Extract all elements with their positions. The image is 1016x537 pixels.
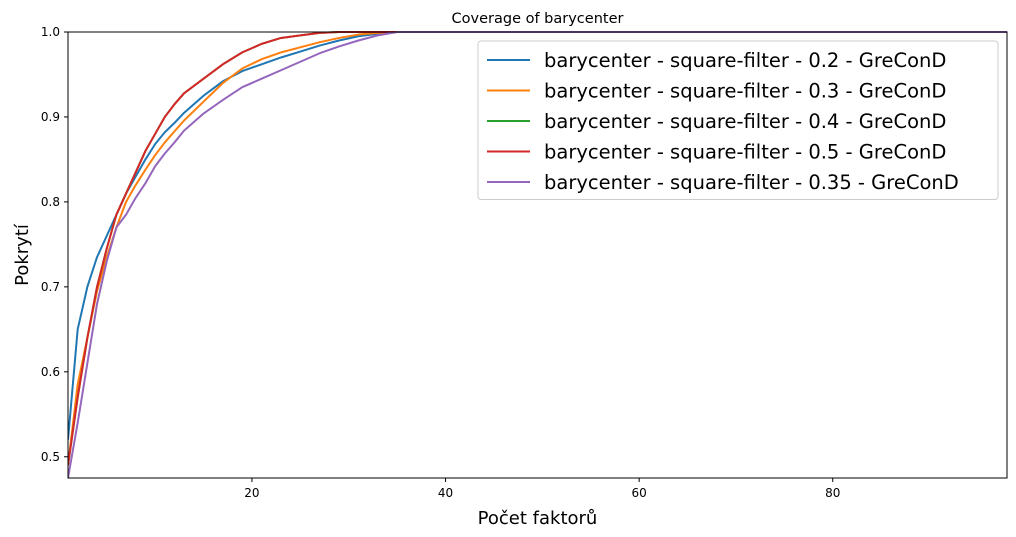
legend-label-1: barycenter - square-filter - 0.2 - GreCo… — [544, 49, 946, 72]
x-axis-ticks: 20 40 60 80 — [244, 478, 840, 500]
y-tick-label: 0.8 — [41, 195, 60, 209]
legend: barycenter - square-filter - 0.2 - GreCo… — [477, 40, 999, 200]
legend-label-4: barycenter - square-filter - 0.5 - GreCo… — [544, 141, 946, 164]
y-tick-label: 1.0 — [41, 25, 60, 39]
chart-title: Coverage of barycenter — [452, 11, 624, 27]
y-tick-label: 0.5 — [41, 450, 60, 464]
legend-label-5: barycenter - square-filter - 0.35 - GreC… — [544, 171, 959, 194]
x-tick-label: 60 — [632, 486, 647, 500]
x-tick-label: 20 — [244, 486, 259, 500]
y-axis-title: Pokrytí — [12, 223, 33, 286]
legend-box — [477, 40, 999, 200]
y-axis-ticks: 0.5 0.6 0.7 0.8 0.9 1.0 — [41, 25, 68, 464]
legend-label-3: barycenter - square-filter - 0.4 - GreCo… — [544, 110, 946, 133]
x-tick-label: 80 — [825, 486, 840, 500]
y-tick-label: 0.7 — [41, 280, 60, 294]
plot-frame — [67, 31, 1008, 479]
y-tick-label: 0.9 — [41, 110, 60, 124]
x-axis-title: Počet faktorů — [478, 508, 598, 529]
x-tick-label: 40 — [438, 486, 453, 500]
y-tick-label: 0.6 — [41, 365, 60, 379]
legend-label-2: barycenter - square-filter - 0.3 - GreCo… — [544, 80, 946, 103]
